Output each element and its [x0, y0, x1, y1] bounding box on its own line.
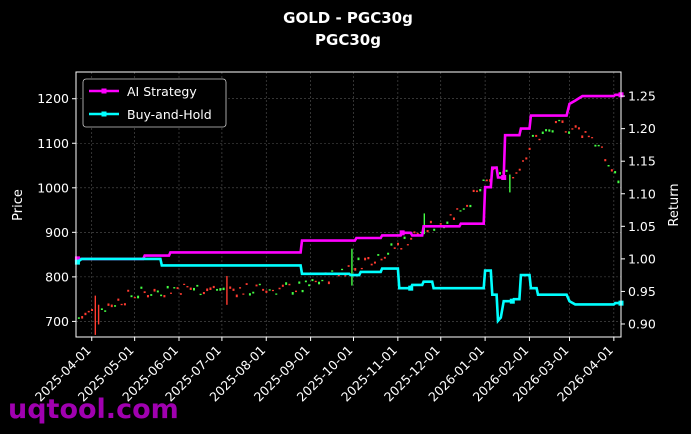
series-marker: [509, 298, 515, 304]
y-tick-label-right: 1.05: [628, 219, 656, 234]
watermark: uqtool.com: [8, 394, 179, 425]
y-tick-label-left: 800: [45, 269, 69, 284]
series-line-ai-strategy: [77, 93, 621, 261]
series-line-buy-and-hold: [76, 257, 621, 324]
legend-marker-buy-and-hold: [101, 111, 107, 117]
legend-label-ai-strategy: AI Strategy: [127, 84, 197, 99]
plot-frame: [75, 71, 622, 338]
y-tick-label-right: 1.15: [628, 154, 656, 169]
y-tick-label-left: 1000: [37, 180, 69, 195]
y-tick-label-right: 1.10: [628, 186, 656, 201]
legend-marker-ai-strategy: [101, 88, 107, 94]
legend-label-buy-and-hold: Buy-and-Hold: [127, 107, 212, 122]
y-tick-label-right: 1.25: [628, 89, 656, 104]
y-axis-label-right: Return: [667, 183, 682, 226]
series-marker: [74, 259, 80, 265]
y-tick-label-right: 1.00: [628, 251, 656, 266]
chart-subtitle: PGC30g: [315, 31, 381, 49]
y-tick-label-left: 900: [45, 225, 69, 240]
chart-title: GOLD - PGC30g: [283, 9, 413, 27]
y-tick-label-left: 1100: [37, 136, 69, 151]
series-marker: [74, 256, 80, 262]
series-marker: [408, 285, 414, 291]
price-candles: [77, 119, 620, 335]
y-tick-label-right: 0.90: [628, 316, 656, 331]
series-marker: [399, 230, 405, 236]
series-marker: [501, 174, 507, 180]
y-tick-label-left: 700: [45, 314, 69, 329]
y-tick-label-right: 0.95: [628, 284, 656, 299]
y-tick-label-left: 1200: [37, 91, 69, 106]
legend: AI Strategy Buy-and-Hold: [82, 78, 227, 128]
y-tick-label-right: 1.20: [628, 121, 656, 136]
y-axis-label-left: Price: [11, 189, 26, 221]
